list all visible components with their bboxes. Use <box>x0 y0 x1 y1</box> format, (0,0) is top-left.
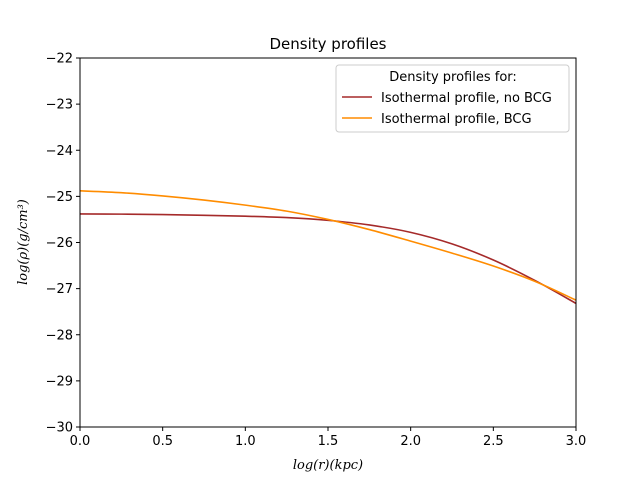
x-axis-ticks: 0.0 0.5 1.0 1.5 2.0 2.5 3.0 <box>70 427 587 449</box>
series-line-no-bcg <box>79 213 577 305</box>
x-tick-label: 3.0 <box>566 434 587 449</box>
legend: Density profiles for: Isothermal profile… <box>335 64 570 133</box>
y-tick-label: −29 <box>46 374 73 389</box>
y-tick-label: −24 <box>46 144 73 159</box>
chart-title: Density profiles <box>270 35 387 53</box>
x-axis-label: log(r)(kpc) <box>293 458 363 473</box>
series-line-bcg <box>79 190 577 301</box>
x-tick-label: 0.0 <box>70 434 91 449</box>
y-tick-label: −27 <box>46 282 73 297</box>
legend-box <box>335 64 570 133</box>
x-tick-label: 2.0 <box>400 434 421 449</box>
y-tick-label: −28 <box>46 328 73 343</box>
y-tick-label: −22 <box>46 52 73 67</box>
legend-entry-bcg: Isothermal profile, BCG <box>381 112 532 127</box>
x-tick-label: 1.0 <box>235 434 256 449</box>
y-tick-label: −23 <box>46 98 73 113</box>
y-axis-ticks: −22 −23 −24 −25 −26 −27 −28 −29 −30 <box>46 52 80 436</box>
x-tick-label: 1.5 <box>318 434 339 449</box>
y-tick-label: −25 <box>46 190 73 205</box>
x-tick-label: 2.5 <box>483 434 504 449</box>
y-tick-label: −26 <box>46 236 73 251</box>
x-tick-label: 0.5 <box>152 434 173 449</box>
legend-entry-no-bcg: Isothermal profile, no BCG <box>381 91 552 106</box>
series-layer <box>79 190 577 305</box>
y-axis-label: log(ρ)(g/cm³) <box>16 199 31 285</box>
y-tick-label: −30 <box>46 421 73 436</box>
legend-title: Density profiles for: <box>389 70 517 85</box>
